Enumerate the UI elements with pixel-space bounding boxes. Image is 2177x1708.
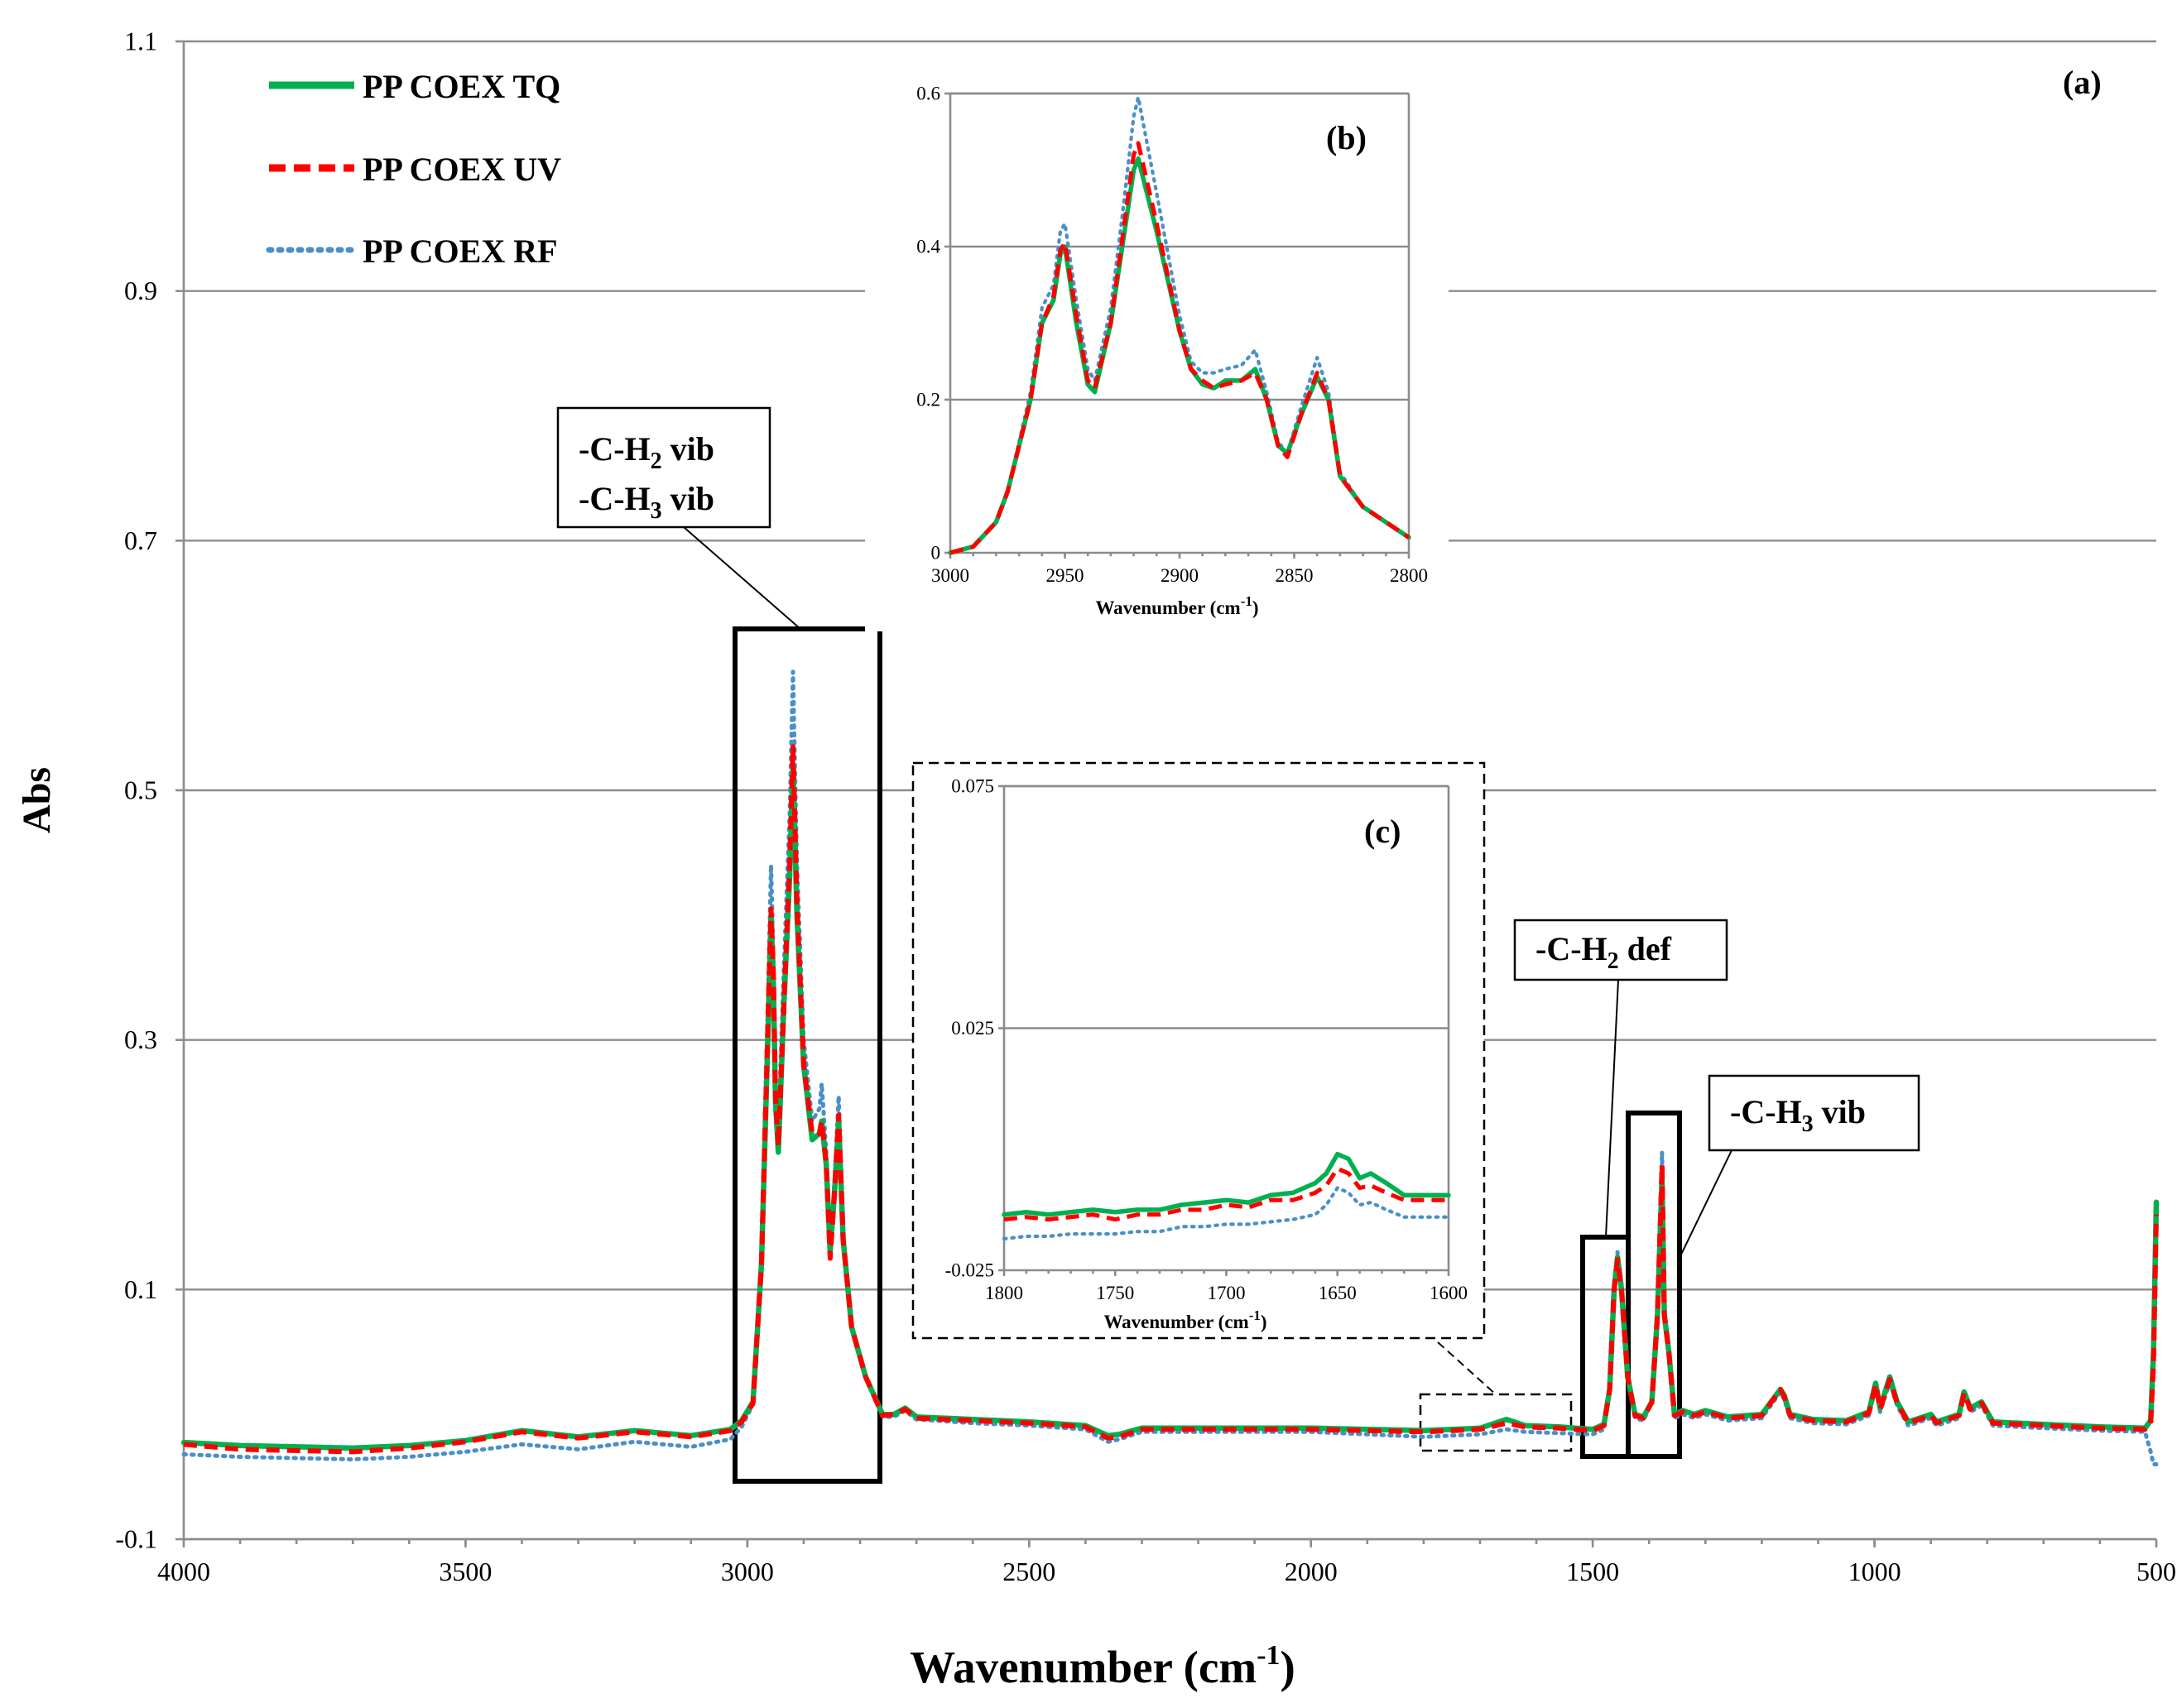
main-y-tick-label: 1.1 [124, 26, 157, 56]
inset-b-xlabel: Wavenumber (cm-1) [1095, 593, 1258, 618]
inset-c-y-tick-label: 0.075 [951, 776, 994, 797]
inset-c-x-tick-label: 1600 [1430, 1283, 1468, 1303]
main-x-tick-label: 3500 [439, 1557, 492, 1586]
main-y-tick-label: 0.7 [124, 525, 157, 555]
leader-ch-stretch [683, 526, 801, 630]
inset-b-background [865, 79, 1449, 631]
inset-b-grid [944, 92, 1410, 559]
main-y-tick-label: 0.1 [124, 1274, 157, 1304]
inset-c-y-tick-label: 0.025 [951, 1018, 994, 1039]
inset-c-x-tick-label: 1700 [1208, 1283, 1246, 1303]
inset-c-source-box [1419, 1393, 1573, 1452]
inset-c-xlabel: Wavenumber (cm-1) [1103, 1307, 1266, 1332]
leader-ch2-def [1605, 979, 1619, 1238]
inset-c-x-tick-label: 1650 [1319, 1283, 1357, 1303]
y-axis-title: Abs [15, 767, 59, 833]
inset-b-y-tick-label: 0.6 [916, 84, 940, 104]
inset-b-x-tick-label: 2900 [1161, 565, 1199, 586]
inset-b-y-tick-label: 0 [931, 543, 941, 564]
label-ch3-vib-text: -C-H3 vib [1730, 1093, 1866, 1137]
inset-c-panel-label: (c) [1364, 813, 1401, 850]
leader-ch3-vib [1679, 1149, 1732, 1259]
x-axis-title: Wavenumber (cm-1) [910, 1640, 1295, 1692]
inset-b-x-tick-label: 2800 [1390, 565, 1428, 586]
annotation-boxes [733, 626, 1682, 1484]
main-x-tick-label: 4000 [157, 1557, 210, 1586]
label-ch3-vib: -C-H3 vib [1708, 1074, 1920, 1152]
inset-b: 0 0.2 0.4 0.6 3000 2950 2900 2850 2800 (b) Waven… [865, 79, 1449, 631]
main-y-tick-label: 0.5 [124, 775, 157, 805]
inset-b-x-tick-label: 2850 [1276, 565, 1314, 586]
inset-c-tick-labels: -0.025 0.025 0.075 1800 1750 1700 1650 1600 [945, 776, 1468, 1303]
inset-c-series-pp-coex-uv [1003, 1166, 1449, 1222]
main-y-tick-label: 0.9 [124, 276, 157, 305]
inset-b-x-tick-label: 2950 [1046, 565, 1084, 586]
label-ch2-def-text: -C-H2 def [1535, 930, 1672, 974]
ch3-vib-region-box [1626, 1111, 1682, 1459]
inset-c-series-pp-coex-tq [1002, 1151, 1451, 1217]
label-ch2-def: -C-H2 def [1513, 919, 1728, 981]
inset-b-series-pp-coex-rf [948, 95, 1411, 555]
inset-c-y-tick-label: -0.025 [945, 1260, 994, 1281]
label-ch-stretch-line2: -C-H3 vib [579, 480, 714, 524]
inset-b-panel-label: (b) [1326, 119, 1367, 156]
legend: PP COEX TQ PP COEX UV PP COEX RF [266, 68, 561, 270]
label-ch-stretch: -C-H2 vib -C-H3 vib [556, 406, 771, 529]
legend-label-rf: PP COEX RF [363, 233, 558, 270]
main-x-tick-label: 1000 [1848, 1557, 1901, 1586]
inset-c-grid [998, 784, 1450, 1276]
main-x-tick-label: 1500 [1566, 1557, 1619, 1586]
legend-label-uv: PP COEX UV [363, 151, 561, 188]
inset-c: -0.025 0.025 0.075 1800 1750 1700 1650 1600 (c)… [911, 761, 1486, 1340]
inset-c-frame [911, 761, 1486, 1340]
main-x-tick-label: 3000 [721, 1557, 774, 1586]
inset-c-x-tick-label: 1750 [1096, 1283, 1134, 1303]
inset-c-curves [1002, 1151, 1451, 1241]
main-x-tick-label: 500 [2136, 1557, 2176, 1586]
inset-b-curves [948, 95, 1411, 555]
main-y-tick-label: 0.3 [124, 1024, 157, 1054]
inset-b-series-pp-coex-uv [949, 141, 1410, 555]
main-series-pp-coex-uv [183, 744, 2159, 1455]
main-y-tick-label: -0.1 [115, 1524, 157, 1554]
main-x-tick-label: 2500 [1002, 1557, 1055, 1586]
leader-lines [683, 526, 1732, 1395]
leader-inset-c [1437, 1341, 1497, 1395]
legend-label-tq: PP COEX TQ [363, 68, 560, 105]
main-curves [180, 669, 2160, 1466]
main-tick-labels: -0.1 0.1 0.3 0.5 0.7 0.9 1.1 4000 3500 3000 2500 20… [115, 26, 2176, 1586]
main-x-tick-label: 2000 [1285, 1557, 1338, 1586]
inset-b-y-tick-label: 0.4 [916, 237, 940, 257]
inset-c-x-tick-label: 1800 [985, 1283, 1023, 1303]
inset-b-tick-labels: 0 0.2 0.4 0.6 3000 2950 2900 2850 2800 [916, 84, 1428, 586]
panel-a-label: (a) [2063, 64, 2102, 101]
inset-b-x-tick-label: 3000 [931, 565, 969, 586]
label-ch-stretch-line1: -C-H2 vib [579, 430, 714, 474]
inset-b-y-tick-label: 0.2 [916, 390, 940, 410]
inset-c-series-pp-coex-rf [1002, 1186, 1451, 1241]
ch-stretch-region-box [733, 626, 882, 1484]
